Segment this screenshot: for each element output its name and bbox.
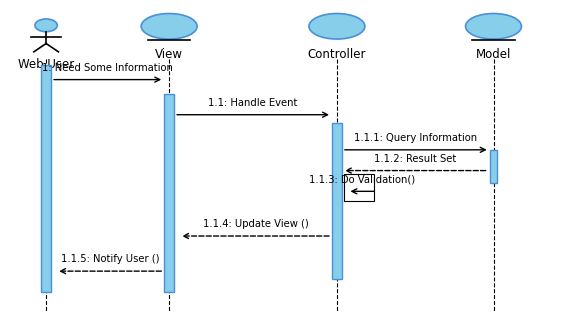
Bar <box>41 65 51 292</box>
Circle shape <box>35 19 57 32</box>
Bar <box>332 123 342 279</box>
Text: View: View <box>155 48 183 61</box>
Text: Web User: Web User <box>18 58 74 71</box>
Ellipse shape <box>309 14 365 39</box>
Bar <box>490 150 497 183</box>
Text: 1.1.3: Do Validation(): 1.1.3: Do Validation() <box>309 174 415 184</box>
Ellipse shape <box>465 14 522 39</box>
Text: 1.1.2: Result Set: 1.1.2: Result Set <box>374 154 456 164</box>
Text: Controller: Controller <box>307 48 366 61</box>
Text: 1.1: Handle Event: 1.1: Handle Event <box>209 98 298 108</box>
Bar <box>343 174 374 201</box>
Ellipse shape <box>141 14 197 39</box>
Text: 1: Need Some Information: 1: Need Some Information <box>42 62 173 72</box>
Text: 1.1.4: Update View (): 1.1.4: Update View () <box>203 219 309 229</box>
Bar <box>164 94 174 292</box>
Text: Model: Model <box>476 48 511 61</box>
Text: 1.1.1: Query Information: 1.1.1: Query Information <box>354 133 477 143</box>
Text: 1.1.5: Notify User (): 1.1.5: Notify User () <box>61 254 160 264</box>
